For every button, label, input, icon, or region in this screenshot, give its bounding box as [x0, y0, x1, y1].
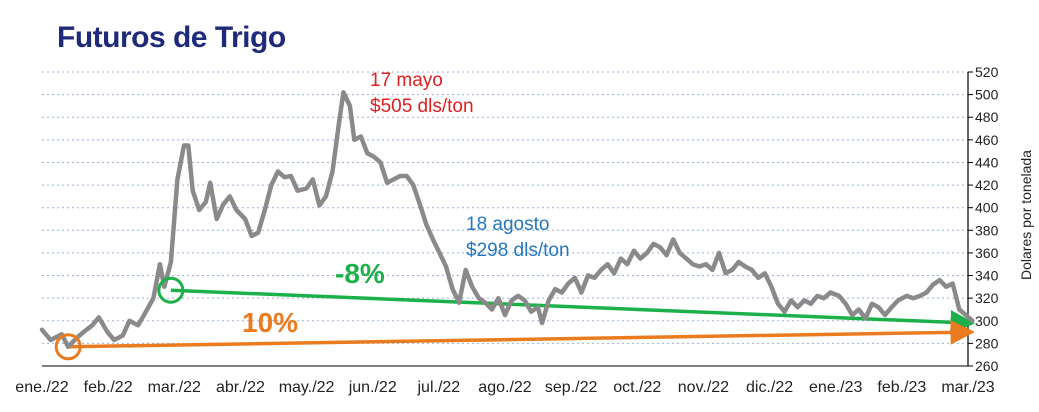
y-tick-label: 300 [975, 313, 999, 329]
x-axis: ene./22 feb./22 mar./22 abr./22 may./22 jun./… [15, 365, 995, 396]
y-tick-label: 420 [975, 177, 999, 193]
y-tick-label: 400 [975, 200, 999, 216]
x-tick-label: feb./22 [84, 379, 133, 396]
y-tick-label: 280 [975, 335, 999, 351]
y-tick-label: 440 [975, 154, 999, 170]
y-tick-label: 500 [975, 87, 999, 103]
x-tick-label: jul./22 [417, 379, 461, 396]
marker-circle [54, 333, 82, 361]
y-axis-label: Dolares por tonelada [1018, 150, 1034, 280]
trend-markers [54, 276, 185, 361]
trend-line [170, 288, 975, 335]
y-tick-label: 380 [975, 222, 999, 238]
marker-circle [157, 276, 185, 304]
trend-line [68, 320, 975, 349]
x-tick-label: mar./22 [148, 379, 201, 396]
price-series [39, 90, 975, 350]
x-tick-label: ene./22 [15, 379, 68, 396]
y-tick-label: 340 [975, 268, 999, 284]
x-tick-label: abr./22 [216, 379, 265, 396]
x-tick-label: jun./22 [348, 379, 397, 396]
x-tick-label: may./22 [279, 379, 335, 396]
y-tick-label: 360 [975, 245, 999, 261]
wheat-price-line [39, 90, 975, 350]
y-tick-label: 520 [975, 64, 999, 80]
trend-label-orange: 10% [242, 307, 298, 338]
x-tick-label: feb./23 [877, 379, 926, 396]
annotation-low-price: $298 dls/ton [466, 240, 570, 261]
x-tick-label: dic./22 [746, 379, 793, 396]
annotation-peak: 17 mayo $505 dls/ton [370, 70, 474, 117]
x-tick-label: sep./22 [545, 379, 598, 396]
chart-title: Futuros de Trigo [57, 21, 286, 54]
x-tick-label: ene./23 [809, 379, 862, 396]
y-tick-label: 460 [975, 132, 999, 148]
annotation-low: 18 agosto $298 dls/ton [466, 214, 570, 261]
x-tick-label: mar./23 [941, 379, 994, 396]
y-axis: 260 280 300 320 340 360 380 400 420 440 460 480 500 5… [967, 64, 999, 374]
x-tick-label: oct./22 [613, 379, 661, 396]
annotation-peak-price: $505 dls/ton [370, 96, 474, 117]
trend-lines [68, 288, 975, 349]
annotation-peak-date: 17 mayo [370, 70, 443, 91]
x-tick-label: nov./22 [678, 379, 729, 396]
x-tick-label: ago./22 [478, 379, 531, 396]
y-tick-label: 480 [975, 109, 999, 125]
annotation-low-date: 18 agosto [466, 214, 549, 235]
trend-label-green: -8% [335, 258, 385, 289]
y-tick-label: 260 [975, 358, 999, 374]
y-tick-label: 320 [975, 290, 999, 306]
